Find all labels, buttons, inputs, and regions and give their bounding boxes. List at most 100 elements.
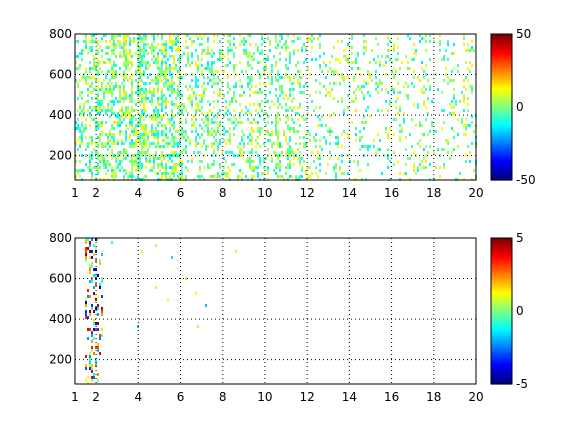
colorbar-swatch bbox=[491, 79, 512, 83]
heatmap-cell bbox=[87, 316, 89, 319]
heatmap-cell bbox=[243, 133, 245, 136]
heatmap-cell bbox=[417, 166, 419, 169]
heatmap-cell bbox=[181, 130, 183, 133]
heatmap-cell bbox=[211, 145, 213, 148]
heatmap-cell bbox=[113, 52, 115, 55]
heatmap-cell bbox=[351, 37, 353, 40]
heatmap-cell bbox=[95, 250, 97, 253]
colorbar-swatch bbox=[491, 122, 512, 126]
heatmap-cell bbox=[191, 88, 193, 91]
heatmap-cell bbox=[97, 64, 99, 67]
heatmap-cell bbox=[143, 34, 145, 37]
heatmap-cell bbox=[171, 100, 173, 103]
heatmap-cell bbox=[97, 274, 99, 277]
heatmap-cell bbox=[201, 37, 203, 40]
heatmap-cell bbox=[171, 172, 173, 175]
heatmap-cell bbox=[221, 52, 223, 55]
heatmap-cell bbox=[81, 130, 83, 133]
heatmap-cell bbox=[101, 145, 103, 148]
heatmap-cell bbox=[111, 157, 113, 160]
heatmap-cell bbox=[275, 61, 277, 64]
heatmap-cell bbox=[237, 175, 239, 178]
heatmap-cell bbox=[113, 175, 115, 178]
heatmap-cell bbox=[145, 67, 147, 70]
heatmap-cell bbox=[91, 34, 93, 37]
heatmap-cell bbox=[215, 82, 217, 85]
heatmap-cell bbox=[125, 43, 127, 46]
colorbar-swatch bbox=[491, 374, 512, 378]
heatmap-cell bbox=[177, 34, 179, 37]
heatmap-cell bbox=[359, 139, 361, 142]
heatmap-cell bbox=[317, 124, 319, 127]
heatmap-cell bbox=[429, 145, 431, 148]
heatmap-cell bbox=[245, 112, 247, 115]
heatmap-cell bbox=[323, 52, 325, 55]
heatmap-cell bbox=[99, 334, 101, 337]
heatmap-cell bbox=[153, 55, 155, 58]
heatmap-cell bbox=[187, 97, 189, 100]
heatmap-cell bbox=[207, 112, 209, 115]
heatmap-cell bbox=[425, 166, 427, 169]
heatmap-cell bbox=[105, 121, 107, 124]
heatmap-cell bbox=[213, 148, 215, 151]
heatmap-cell bbox=[251, 79, 253, 82]
colorbar-swatch bbox=[491, 342, 512, 346]
heatmap-cell bbox=[143, 46, 145, 49]
heatmap-cell bbox=[219, 175, 221, 178]
heatmap-cell bbox=[327, 163, 329, 166]
heatmap-cell bbox=[143, 139, 145, 142]
heatmap-cell bbox=[423, 91, 425, 94]
heatmap-cell bbox=[117, 142, 119, 145]
heatmap-cell bbox=[433, 130, 435, 133]
heatmap-cell bbox=[99, 166, 101, 169]
heatmap-cell bbox=[77, 124, 79, 127]
heatmap-cell bbox=[161, 70, 163, 73]
heatmap-cell bbox=[221, 82, 223, 85]
heatmap-cell bbox=[249, 34, 251, 37]
heatmap-cell bbox=[107, 160, 109, 163]
heatmap-cell bbox=[373, 139, 375, 142]
heatmap-cell bbox=[467, 79, 469, 82]
heatmap-cell bbox=[151, 118, 153, 121]
heatmap-cell bbox=[139, 103, 141, 106]
heatmap-cell bbox=[167, 172, 169, 175]
heatmap-cell bbox=[259, 76, 261, 79]
heatmap-cell bbox=[143, 136, 145, 139]
heatmap-cell bbox=[129, 40, 131, 43]
heatmap-cell bbox=[217, 148, 219, 151]
heatmap-cell bbox=[181, 136, 183, 139]
heatmap-cell bbox=[319, 169, 321, 172]
heatmap-cell bbox=[421, 88, 423, 91]
colorbar-swatch bbox=[491, 299, 512, 303]
heatmap-cell bbox=[95, 238, 97, 241]
colorbar-swatch bbox=[491, 100, 512, 104]
heatmap-cell bbox=[89, 250, 91, 253]
heatmap-cell bbox=[209, 103, 211, 106]
heatmap-cell bbox=[393, 49, 395, 52]
heatmap-cell bbox=[287, 67, 289, 70]
heatmap-cell bbox=[359, 169, 361, 172]
heatmap-cell bbox=[433, 151, 435, 154]
colorbar-swatch bbox=[491, 136, 512, 140]
heatmap-cell bbox=[129, 76, 131, 79]
heatmap-cell bbox=[351, 67, 353, 70]
heatmap-cell bbox=[195, 79, 197, 82]
heatmap-cell bbox=[161, 160, 163, 163]
heatmap-cell bbox=[95, 142, 97, 145]
heatmap-cell bbox=[459, 100, 461, 103]
heatmap-cell bbox=[157, 166, 159, 169]
heatmap-cell bbox=[157, 100, 159, 103]
heatmap-cell bbox=[205, 115, 207, 118]
heatmap-cell bbox=[77, 97, 79, 100]
colorbar-tick-label: 0 bbox=[516, 304, 524, 318]
heatmap-cell bbox=[319, 118, 321, 121]
heatmap-cell bbox=[165, 67, 167, 70]
heatmap-cell bbox=[161, 52, 163, 55]
heatmap-cell bbox=[263, 58, 265, 61]
heatmap-cell bbox=[151, 124, 153, 127]
heatmap-cell bbox=[185, 109, 187, 112]
heatmap-cell bbox=[75, 175, 77, 178]
heatmap-cell bbox=[161, 106, 163, 109]
heatmap-cell bbox=[441, 109, 443, 112]
heatmap-cell bbox=[267, 100, 269, 103]
